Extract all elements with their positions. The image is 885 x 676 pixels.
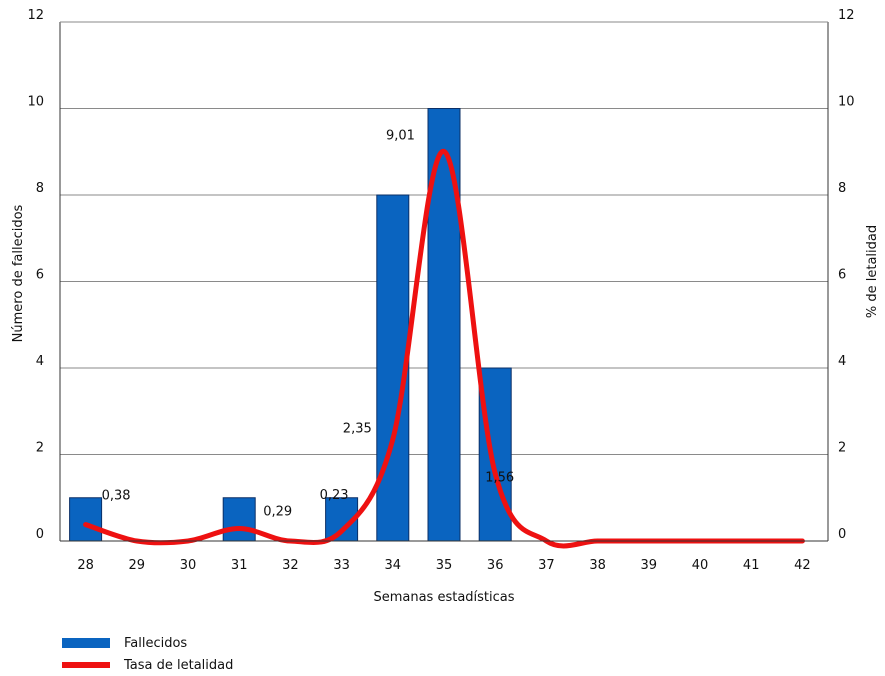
y-axis-left-ticks: 0 2 4 6 8 10 12 <box>27 8 44 542</box>
plot-frame <box>59 21 829 542</box>
y-left-tick-label: 10 <box>27 95 44 110</box>
x-tick-label-30: 30 <box>180 558 197 573</box>
x-tick-label-39: 39 <box>641 558 658 573</box>
x-tick-label-38: 38 <box>589 558 606 573</box>
y-axis-right-title: % de letalidad <box>865 225 880 318</box>
x-tick-label-32: 32 <box>282 558 299 573</box>
data-label-33: 0,23 <box>320 488 349 503</box>
y-left-tick-label: 8 <box>36 181 44 196</box>
legend-item-fallecidos: Fallecidos <box>62 632 233 654</box>
bar-28 <box>69 497 103 542</box>
y-left-tick-label: 12 <box>27 8 44 23</box>
legend-item-letalidad: Tasa de letalidad <box>62 654 233 676</box>
x-tick-label-35: 35 <box>436 558 453 573</box>
y-right-tick-label: 12 <box>838 8 855 23</box>
y-axis-left-title: Número de fallecidos <box>11 204 26 342</box>
legend-swatch-line <box>62 662 110 668</box>
x-tick-label-41: 41 <box>743 558 760 573</box>
x-tick-label-37: 37 <box>538 558 555 573</box>
y-right-tick-label: 10 <box>838 95 855 110</box>
bars <box>69 108 512 542</box>
data-labels: 0,38 0,29 0,23 2,35 9,01 1,56 <box>102 128 515 519</box>
legend-swatch-bar <box>62 638 110 648</box>
x-tick-label-36: 36 <box>487 558 504 573</box>
x-tick-label-28: 28 <box>77 558 94 573</box>
y-left-tick-label: 6 <box>36 268 44 283</box>
data-label-31: 0,29 <box>263 504 292 519</box>
y-right-tick-label: 4 <box>838 354 846 369</box>
y-right-tick-label: 2 <box>838 441 846 456</box>
data-label-28: 0,38 <box>102 489 131 504</box>
legend-label-fallecidos: Fallecidos <box>124 635 188 651</box>
x-axis-ticks: 28 29 30 31 32 33 34 35 36 37 38 39 40 41 42 <box>77 558 810 573</box>
x-tick-label-42: 42 <box>794 558 811 573</box>
x-axis-title: Semanas estadísticas <box>373 590 514 605</box>
x-tick-label-33: 33 <box>333 558 350 573</box>
y-axis-right-ticks: 0 2 4 6 8 10 12 <box>838 8 855 542</box>
y-left-tick-label: 4 <box>36 354 44 369</box>
legend: Fallecidos Tasa de letalidad <box>62 632 233 676</box>
y-right-tick-label: 0 <box>838 527 846 542</box>
data-label-34: 2,35 <box>343 421 372 436</box>
x-tick-label-40: 40 <box>692 558 709 573</box>
bar-31 <box>222 497 256 542</box>
x-tick-label-34: 34 <box>385 558 402 573</box>
x-tick-label-31: 31 <box>231 558 248 573</box>
data-label-35: 9,01 <box>386 128 415 143</box>
y-right-tick-label: 6 <box>838 268 846 283</box>
data-label-36: 1,56 <box>485 471 514 486</box>
y-right-tick-label: 8 <box>838 181 846 196</box>
y-left-tick-label: 0 <box>36 527 44 542</box>
y-left-tick-label: 2 <box>36 441 44 456</box>
chart: 0 2 4 6 8 10 12 0 2 4 6 8 10 12 28 29 30 31 32 33 34 35 36 37… <box>11 8 880 605</box>
bar-36 <box>478 367 512 542</box>
x-tick-label-29: 29 <box>129 558 146 573</box>
legend-label-letalidad: Tasa de letalidad <box>124 657 234 673</box>
